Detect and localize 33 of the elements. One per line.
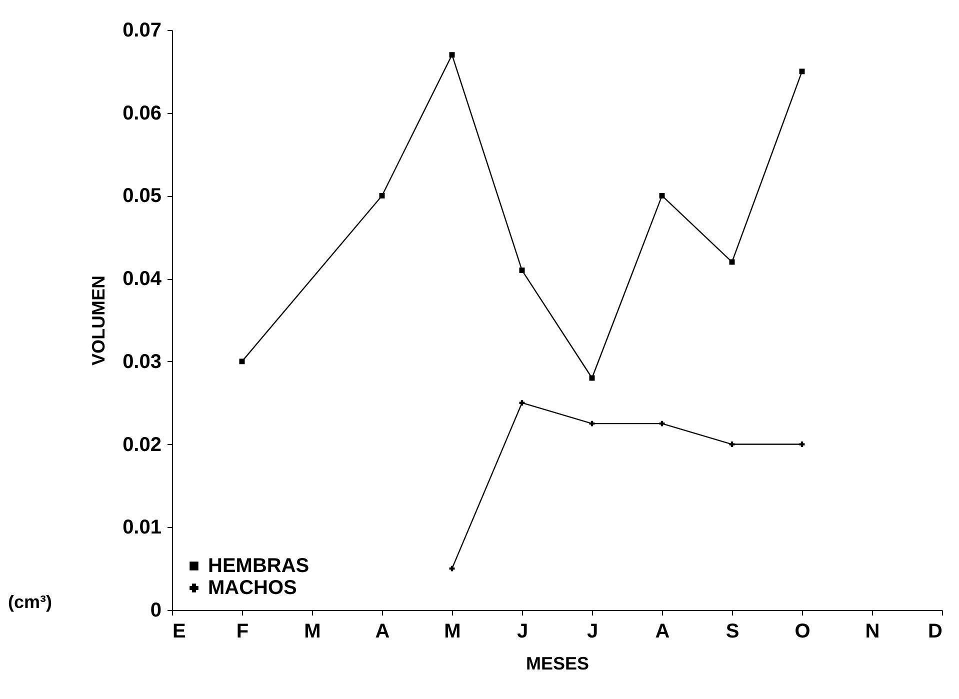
- legend-label: HEMBRAS: [208, 555, 310, 577]
- x-tick-label: N: [865, 620, 880, 642]
- legend-label: MACHOS: [208, 577, 297, 599]
- x-tick-label: M: [444, 620, 461, 642]
- y-tick-label: 0.07: [122, 20, 162, 42]
- x-tick-label: A: [655, 620, 670, 642]
- x-tick-label: F: [236, 620, 249, 642]
- y-tick-label: 0.06: [122, 102, 162, 124]
- x-tick-label: J: [516, 620, 528, 642]
- x-tick-label: J: [586, 620, 598, 642]
- y-tick-label: 0.05: [122, 185, 162, 208]
- point: [799, 68, 805, 74]
- y-axis-title: VOLUMEN: [88, 276, 109, 366]
- x-tick-label: S: [726, 620, 740, 642]
- x-tick-label: D: [928, 620, 942, 642]
- point: [659, 192, 665, 198]
- x-tick-label: O: [794, 620, 810, 642]
- y-tick-label: 0: [150, 600, 162, 622]
- point: [379, 192, 385, 198]
- point: [729, 442, 735, 448]
- text: (cm³): [8, 592, 52, 613]
- y-tick-label: 0.03: [122, 350, 162, 373]
- y-tick-label: 0.01: [122, 516, 162, 539]
- x-tick-label: E: [172, 620, 186, 642]
- point: [449, 52, 455, 58]
- x-tick-label: M: [304, 620, 321, 642]
- point: [799, 442, 805, 448]
- x-tick-label: A: [375, 620, 390, 642]
- x-axis-title: MESES: [526, 654, 590, 674]
- y-tick-label: 0.02: [122, 434, 162, 456]
- point: [519, 268, 525, 274]
- y-tick-label: 0.04: [122, 268, 162, 290]
- point: [239, 358, 245, 364]
